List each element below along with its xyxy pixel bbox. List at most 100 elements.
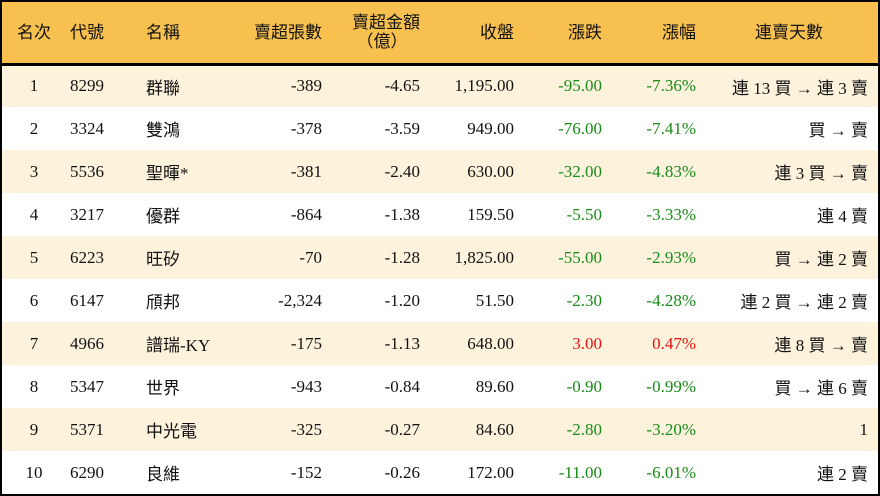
rank-cell: 7 bbox=[29, 333, 39, 353]
table-row: 1 8299 群聯 -389 -4.65 1,195.00 -95.00 -7.… bbox=[2, 64, 878, 107]
close-price-cell: 648.00 bbox=[467, 333, 514, 353]
header-change-pct: 漲幅 bbox=[662, 22, 696, 42]
stock-name-cell: 頎邦 bbox=[146, 293, 180, 312]
table-row: 3 5536 聖暉* -381 -2.40 630.00 -32.00 -4.8… bbox=[2, 150, 878, 193]
change-pct-cell: -3.20% bbox=[646, 419, 696, 439]
net-sell-amount-cell: -1.38 bbox=[384, 204, 420, 224]
consecutive-days-cell: 連 3 買 → 賣 bbox=[774, 164, 869, 183]
net-sell-lots-cell: -943 bbox=[290, 376, 322, 396]
net-sell-lots-cell: -70 bbox=[299, 247, 322, 267]
change-pct-cell: -7.36% bbox=[646, 76, 696, 96]
header-consecutive-days: 連賣天數 bbox=[755, 22, 823, 42]
close-price-cell: 84.60 bbox=[475, 419, 514, 439]
header-code: 代號 bbox=[70, 22, 104, 42]
net-sell-amount-cell: -1.28 bbox=[384, 247, 420, 267]
net-sell-amount-cell: -1.13 bbox=[384, 333, 420, 353]
change-pct-cell: -3.33% bbox=[646, 204, 696, 224]
net-sell-lots-cell: -389 bbox=[290, 76, 322, 96]
stock-name-cell: 群聯 bbox=[146, 78, 180, 98]
change-cell: 3.00 bbox=[572, 333, 602, 353]
rank-cell: 1 bbox=[29, 76, 39, 96]
stock-name-cell: 世界 bbox=[146, 379, 180, 398]
stock-code-cell: 5536 bbox=[70, 161, 104, 181]
table-row: 9 5371 中光電 -325 -0.27 84.60 -2.80 -3.20%… bbox=[2, 408, 878, 451]
change-cell: -76.00 bbox=[558, 118, 602, 138]
stock-name-cell: 雙鴻 bbox=[146, 121, 180, 140]
change-cell: -32.00 bbox=[558, 161, 602, 181]
consecutive-days-cell: 連 2 賣 bbox=[817, 465, 868, 484]
header-net-sell-amount-label: 賣超金額 bbox=[352, 13, 420, 33]
header-net-sell-amount: 賣超金額 （億） bbox=[322, 2, 422, 64]
consecutive-days-cell: 連 4 賣 bbox=[817, 207, 868, 226]
consecutive-days-cell: 買 → 賣 bbox=[808, 121, 869, 140]
stock-code-cell: 4966 bbox=[70, 333, 104, 353]
change-pct-cell: -4.28% bbox=[646, 290, 696, 310]
stock-code-cell: 3324 bbox=[70, 118, 104, 138]
stock-code-cell: 5347 bbox=[70, 376, 104, 396]
close-price-cell: 1,195.00 bbox=[454, 76, 515, 96]
stock-name-cell: 良維 bbox=[146, 465, 180, 484]
rank-cell: 3 bbox=[29, 161, 39, 181]
change-cell: -55.00 bbox=[558, 247, 602, 267]
close-price-cell: 949.00 bbox=[467, 118, 514, 138]
change-pct-cell: -0.99% bbox=[646, 376, 696, 396]
stock-name-cell: 聖暉* bbox=[146, 164, 189, 183]
rank-cell: 4 bbox=[29, 204, 39, 224]
header-name: 名稱 bbox=[146, 22, 180, 42]
table-row: 7 4966 譜瑞-KY -175 -1.13 648.00 3.00 0.47… bbox=[2, 322, 878, 365]
stock-code-cell: 5371 bbox=[70, 419, 104, 439]
stock-code-cell: 3217 bbox=[70, 204, 104, 224]
header-close: 收盤 bbox=[480, 22, 514, 42]
stock-code-cell: 8299 bbox=[70, 76, 104, 96]
consecutive-days-cell: 買 → 連 6 賣 bbox=[774, 379, 869, 398]
change-pct-cell: -4.83% bbox=[646, 161, 696, 181]
rank-cell: 6 bbox=[29, 290, 39, 310]
table-row: 10 6290 良維 -152 -0.26 172.00 -11.00 -6.0… bbox=[2, 451, 878, 494]
table-row: 6 6147 頎邦 -2,324 -1.20 51.50 -2.30 -4.28… bbox=[2, 279, 878, 322]
header-rank: 名次 bbox=[17, 22, 51, 42]
change-cell: -11.00 bbox=[558, 462, 602, 482]
change-cell: -95.00 bbox=[558, 76, 602, 96]
consecutive-days-cell: 連 8 買 → 賣 bbox=[774, 336, 869, 355]
net-sell-lots-cell: -381 bbox=[290, 161, 322, 181]
stock-name-cell: 旺矽 bbox=[146, 250, 180, 269]
change-pct-cell: -7.41% bbox=[646, 118, 696, 138]
rank-cell: 8 bbox=[29, 376, 39, 396]
change-cell: -0.90 bbox=[566, 376, 602, 396]
rank-cell: 10 bbox=[25, 462, 43, 482]
stock-name-cell: 中光電 bbox=[146, 422, 197, 441]
close-price-cell: 1,825.00 bbox=[454, 247, 515, 267]
stock-name-cell: 優群 bbox=[146, 207, 180, 226]
net-sell-lots-cell: -2,324 bbox=[278, 290, 322, 310]
table-row: 2 3324 雙鴻 -378 -3.59 949.00 -76.00 -7.41… bbox=[2, 107, 878, 150]
rank-cell: 9 bbox=[29, 419, 39, 439]
net-sell-lots-cell: -864 bbox=[290, 204, 322, 224]
consecutive-days-cell: 買 → 連 2 賣 bbox=[774, 250, 869, 269]
net-sell-amount-cell: -1.20 bbox=[384, 290, 420, 310]
consecutive-days-cell: 連 13 買 → 連 3 賣 bbox=[732, 78, 868, 98]
header-change: 漲跌 bbox=[568, 22, 602, 42]
net-sell-lots-cell: -152 bbox=[290, 462, 322, 482]
stock-name-cell: 譜瑞-KY bbox=[146, 336, 211, 355]
net-sell-amount-cell: -0.26 bbox=[384, 462, 420, 482]
change-cell: -2.80 bbox=[566, 419, 602, 439]
stock-code-cell: 6147 bbox=[70, 290, 104, 310]
table-row: 4 3217 優群 -864 -1.38 159.50 -5.50 -3.33%… bbox=[2, 193, 878, 236]
change-cell: -5.50 bbox=[566, 204, 602, 224]
close-price-cell: 51.50 bbox=[475, 290, 514, 310]
table-row: 5 6223 旺矽 -70 -1.28 1,825.00 -55.00 -2.9… bbox=[2, 236, 878, 279]
net-sell-amount-cell: -3.59 bbox=[384, 118, 420, 138]
change-cell: -2.30 bbox=[566, 290, 602, 310]
close-price-cell: 630.00 bbox=[467, 161, 514, 181]
header-net-sell-lots: 賣超張數 bbox=[254, 22, 322, 42]
net-sell-amount-cell: -2.40 bbox=[384, 161, 420, 181]
stock-code-cell: 6223 bbox=[70, 247, 104, 267]
header-row: 名次 代號 名稱 賣超張數 賣超金額 （億） 收盤 漲跌 漲幅 連賣天數 bbox=[2, 2, 878, 64]
net-sell-lots-cell: -378 bbox=[290, 118, 322, 138]
header-net-sell-amount-unit: （億） bbox=[356, 32, 408, 52]
change-pct-cell: -2.93% bbox=[646, 247, 696, 267]
consecutive-days-cell: 1 bbox=[859, 419, 869, 439]
net-sell-amount-cell: -0.84 bbox=[384, 376, 420, 396]
